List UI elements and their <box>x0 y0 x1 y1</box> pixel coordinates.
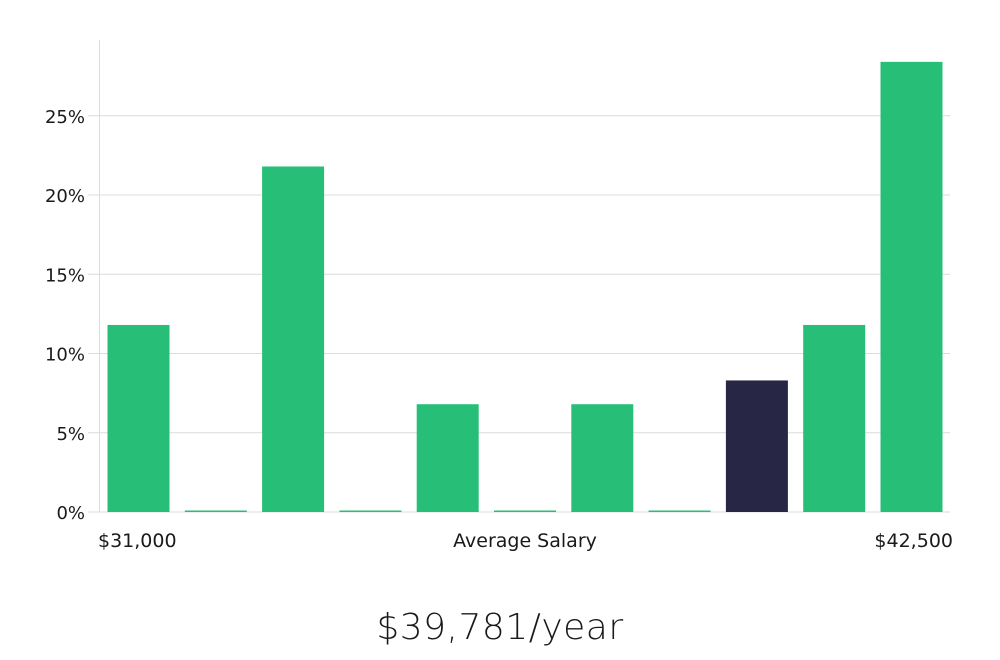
y-axis-ticks: 0% 5% 10% 15% 20% 25% <box>45 107 85 524</box>
y-tick-label: 15% <box>45 265 85 286</box>
y-tick-label: 0% <box>56 503 85 524</box>
bar <box>262 166 325 512</box>
bar <box>571 404 634 512</box>
x-axis-title: Average Salary <box>453 530 597 552</box>
bar <box>416 404 479 512</box>
bar <box>880 61 943 513</box>
bar <box>339 510 402 512</box>
bar <box>107 324 170 512</box>
salary-histogram: 0%5%10%15%20%25% $31,000 Average Salary … <box>45 40 953 552</box>
bars <box>107 61 943 513</box>
bar <box>803 324 866 512</box>
x-max-label: $42,500 <box>874 530 953 552</box>
average-salary-value: $39,781/year <box>376 607 624 648</box>
y-tick-label: 5% <box>56 424 85 445</box>
y-tick-label: 25% <box>45 107 85 128</box>
bar <box>494 510 556 512</box>
bar-highlighted <box>725 380 788 512</box>
bar <box>648 510 711 512</box>
y-tick-label: 20% <box>45 186 85 207</box>
x-min-label: $31,000 <box>98 530 177 552</box>
y-tick-label: 10% <box>45 345 85 366</box>
bar <box>184 510 247 512</box>
